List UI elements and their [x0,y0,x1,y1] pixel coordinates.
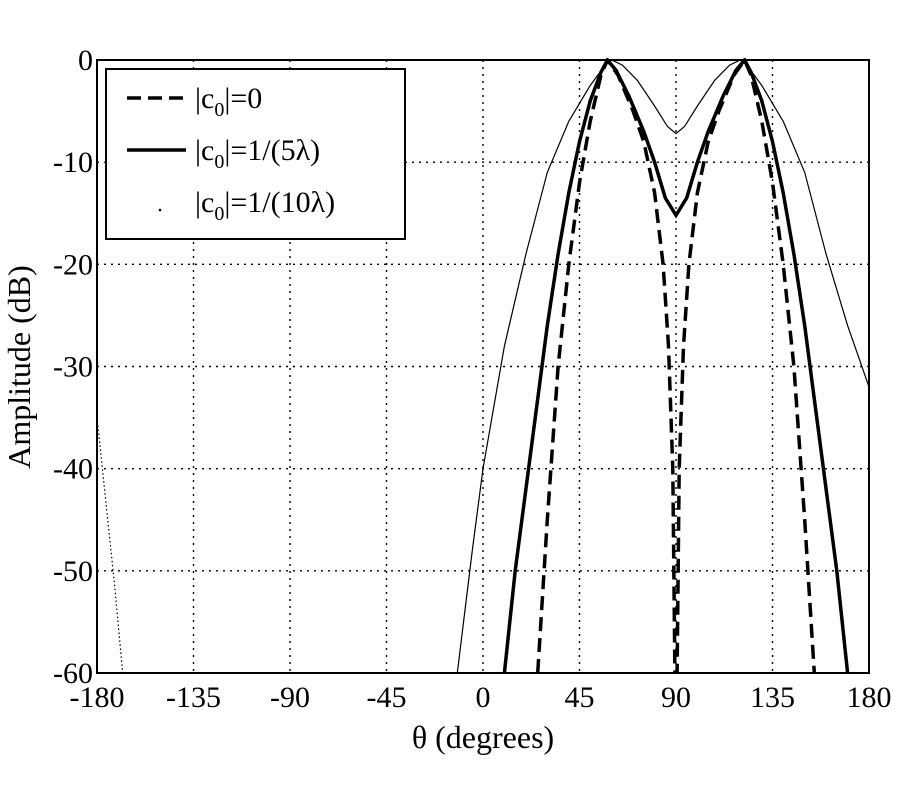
x-tick-labels: -180 -135 -90 -45 0 45 90 135 180 [70,681,892,714]
y-axis-title: Amplitude (dB) [1,265,37,469]
x-tick-label: 135 [750,681,795,714]
legend: |c0|=0 |c0|=1/(5λ) |c0|=1/(10λ) [105,68,406,240]
series-line-2-b [456,59,869,673]
x-tick-label: -90 [270,681,310,714]
x-tick-label: 90 [661,681,691,714]
x-tick-label: 180 [847,681,892,714]
series-line-2 [97,417,124,673]
legend-swatch [158,208,162,212]
x-tick-label: 0 [476,681,491,714]
x-tick-label: -180 [70,681,125,714]
x-tick-label: -135 [166,681,221,714]
legend-label: |c0|=1/(5λ) [195,134,320,173]
plot-frame [96,59,870,674]
series-line-0 [535,58,817,673]
y-tick-label: -30 [53,351,93,384]
y-tick-label: -50 [53,555,93,588]
series-lines [97,58,869,673]
y-tick-label: 0 [78,44,93,77]
x-axis-title: θ (degrees) [412,719,554,755]
y-tick-labels: 0 -10 -20 -30 -40 -50 -60 [53,44,93,690]
legend-label: |c0|=0 [195,82,262,121]
series-line-1 [502,58,850,673]
x-tick-label: 45 [565,681,595,714]
y-tick-label: -10 [53,146,93,179]
legend-label: |c0|=1/(10λ) [195,186,335,225]
x-tick-label: -45 [367,681,407,714]
y-tick-label: -40 [53,453,93,486]
y-tick-label: -60 [53,657,93,690]
y-tick-label: -20 [53,248,93,281]
